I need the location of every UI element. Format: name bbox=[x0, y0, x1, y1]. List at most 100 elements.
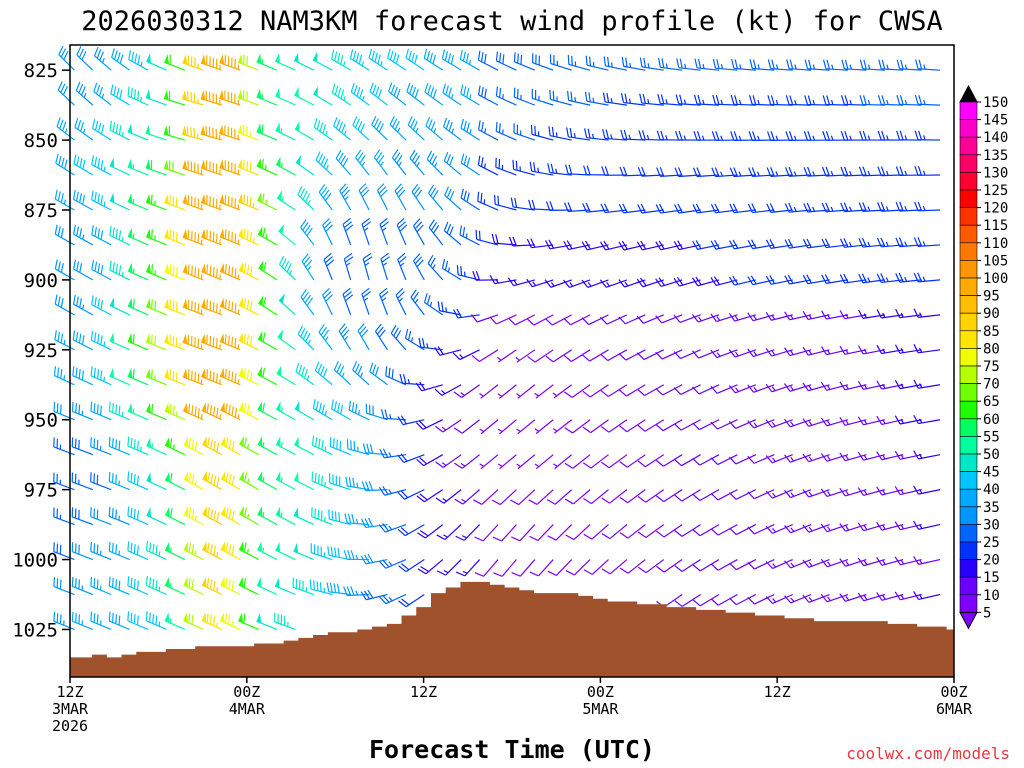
wind-barb-41.5h-912.5hPa bbox=[655, 314, 683, 324]
wind-barb-5.3h-900hPa bbox=[127, 262, 149, 281]
wind-barb-0.3h-862.5hPa bbox=[55, 153, 75, 176]
colorbar-label-120: 120 bbox=[983, 201, 1008, 217]
wind-barb-19.1h-962.5hPa bbox=[329, 436, 351, 456]
wind-barb-12.8h-1000hPa bbox=[238, 541, 259, 561]
wind-barb-56.5h-975hPa bbox=[876, 486, 904, 496]
wind-barb-20.3h-1012.5hPa bbox=[343, 586, 370, 597]
wind-barb-20.3h-937.5hPa bbox=[352, 361, 370, 386]
wind-barb-26.6h-925hPa bbox=[434, 346, 462, 356]
wind-barb-40.3h-962.5hPa bbox=[637, 454, 665, 468]
wind-barb-44.0h-975hPa bbox=[692, 489, 720, 502]
wind-barb-17.8h-962.5hPa bbox=[311, 435, 333, 456]
wind-barb-26.6h-887.5hPa bbox=[443, 221, 462, 246]
wind-barb-6.5h-937.5hPa bbox=[145, 368, 167, 386]
wind-barb-29.1h-825hPa bbox=[477, 50, 499, 71]
wind-barb-17.8h-987.5hPa bbox=[311, 507, 333, 526]
wind-barb-14.1h-837.5hPa bbox=[256, 88, 278, 106]
wind-barb-30.3h-950hPa bbox=[497, 419, 517, 435]
wind-barb-32.8h-925hPa bbox=[527, 349, 554, 363]
wind-barb-46.5h-875hPa bbox=[729, 203, 756, 214]
wind-barb-15.3h-875hPa bbox=[276, 190, 296, 211]
wind-barb-22.8h-862.5hPa bbox=[391, 149, 407, 176]
wind-barb-10.3h-1012.5hPa bbox=[201, 576, 223, 596]
wind-barb-40.3h-837.5hPa bbox=[639, 93, 664, 106]
wind-barb-9.1h-875hPa bbox=[182, 194, 204, 211]
wind-barb-27.8h-862.5hPa bbox=[460, 153, 480, 176]
wind-barb-27.8h-887.5hPa bbox=[459, 225, 480, 246]
wind-barb-22.8h-987.5hPa bbox=[378, 523, 407, 533]
wind-barb-12.8h-975hPa bbox=[239, 470, 259, 491]
wind-barb-15.3h-962.5hPa bbox=[275, 436, 296, 456]
wind-barb-20.3h-962.5hPa bbox=[346, 439, 370, 456]
wind-barb-24.1h-962.5hPa bbox=[397, 453, 425, 463]
colorbar-label-65: 65 bbox=[983, 394, 1000, 410]
wind-barb-11.6h-937.5hPa bbox=[219, 367, 241, 386]
wind-barb-6.5h-912.5hPa bbox=[145, 298, 167, 316]
x-tick-label-48-0: 12Z bbox=[764, 683, 791, 701]
colorbar-label-100: 100 bbox=[983, 271, 1008, 287]
wind-barb-57.8h-912.5hPa bbox=[895, 308, 922, 319]
wind-barb-55.3h-837.5hPa bbox=[859, 95, 885, 106]
wind-barb-44.0h-987.5hPa bbox=[692, 524, 720, 537]
wind-barb-0.3h-850hPa bbox=[56, 117, 75, 141]
wind-barb-56.5h-837.5hPa bbox=[877, 95, 904, 106]
wind-barb-12.8h-1012.5hPa bbox=[238, 576, 259, 596]
wind-barb-21.6h-887.5hPa bbox=[379, 217, 389, 246]
wind-barb-6.5h-862.5hPa bbox=[145, 159, 167, 176]
wind-barb-49.0h-825hPa bbox=[767, 59, 793, 71]
wind-barb-12.8h-987.5hPa bbox=[239, 505, 259, 526]
wind-barb-21.6h-1012.5hPa bbox=[360, 589, 388, 601]
wind-barb-20.3h-950hPa bbox=[348, 400, 370, 421]
colorbar-label-50: 50 bbox=[983, 447, 1000, 463]
y-axis: 825 850 875 900 925 950 975 1000 1025 bbox=[12, 60, 70, 641]
wind-barb-46.5h-912.5hPa bbox=[728, 312, 757, 322]
wind-barb-34.0h-900hPa bbox=[544, 279, 572, 288]
colorbar-label-15: 15 bbox=[983, 570, 1000, 586]
wind-barb-56.5h-1012.5hPa bbox=[876, 592, 904, 601]
wind-barb-59.0h-987.5hPa bbox=[913, 520, 941, 530]
wind-barb-2.8h-850hPa bbox=[91, 119, 112, 141]
wind-barb-42.8h-912.5hPa bbox=[673, 314, 701, 323]
wind-barb-55.3h-950hPa bbox=[857, 416, 885, 426]
wind-barb-22.8h-962.5hPa bbox=[379, 448, 407, 459]
watermark[interactable]: coolwx.com/models bbox=[846, 744, 1010, 763]
wind-barb-1.6h-875hPa bbox=[72, 189, 94, 211]
wind-barb-37.8h-887.5hPa bbox=[600, 240, 628, 251]
wind-barb-20.3h-1000hPa bbox=[343, 550, 370, 561]
wind-barb-59.0h-862.5hPa bbox=[914, 166, 941, 176]
wind-barb-30.3h-937.5hPa bbox=[497, 384, 517, 399]
wind-barb-45.3h-925hPa bbox=[710, 349, 738, 359]
wind-barb-26.6h-987.5hPa bbox=[436, 524, 462, 541]
wind-barb-21.6h-975hPa bbox=[361, 481, 388, 492]
wind-barb-49.0h-837.5hPa bbox=[767, 95, 793, 106]
wind-barb-26.6h-825hPa bbox=[441, 49, 462, 71]
wind-barb-36.5h-937.5hPa bbox=[582, 384, 609, 398]
wind-barb-31.6h-850hPa bbox=[513, 123, 536, 141]
wind-barb-42.8h-937.5hPa bbox=[673, 384, 701, 395]
wind-barb-44.0h-912.5hPa bbox=[691, 314, 720, 323]
wind-barb-5.3h-1012.5hPa bbox=[127, 576, 149, 596]
wind-barb-54.0h-837.5hPa bbox=[841, 95, 867, 106]
wind-barb-44.0h-950hPa bbox=[692, 419, 720, 431]
wind-barb-11.6h-925hPa bbox=[219, 333, 241, 351]
wind-barb-25.3h-887.5hPa bbox=[428, 219, 444, 246]
wind-barb-29.1h-875hPa bbox=[477, 191, 499, 211]
wind-barb-45.3h-850hPa bbox=[711, 131, 738, 141]
wind-barb-17.8h-887.5hPa bbox=[322, 218, 333, 246]
wind-barb-31.6h-962.5hPa bbox=[516, 454, 536, 470]
wind-barb-9.1h-925hPa bbox=[182, 333, 204, 351]
wind-barb-1.6h-975hPa bbox=[71, 472, 94, 491]
wind-barb-5.3h-825hPa bbox=[128, 50, 149, 71]
wind-barb-0.3h-962.5hPa bbox=[53, 437, 75, 456]
wind-barb-42.8h-875hPa bbox=[674, 203, 701, 214]
wind-barb-34.0h-1000hPa bbox=[547, 559, 573, 576]
wind-barb-55.3h-975hPa bbox=[857, 487, 885, 497]
wind-barb-45.3h-912.5hPa bbox=[710, 313, 738, 323]
colorbar-swatch-75 bbox=[959, 348, 978, 367]
wind-barb-36.5h-875hPa bbox=[582, 202, 609, 213]
wind-barb-6.5h-962.5hPa bbox=[146, 437, 167, 456]
wind-barb-20.3h-912.5hPa bbox=[361, 287, 371, 316]
wind-barb-46.5h-825hPa bbox=[731, 59, 756, 71]
wind-barb-36.5h-850hPa bbox=[584, 128, 609, 141]
wind-barb-55.3h-962.5hPa bbox=[857, 451, 885, 461]
